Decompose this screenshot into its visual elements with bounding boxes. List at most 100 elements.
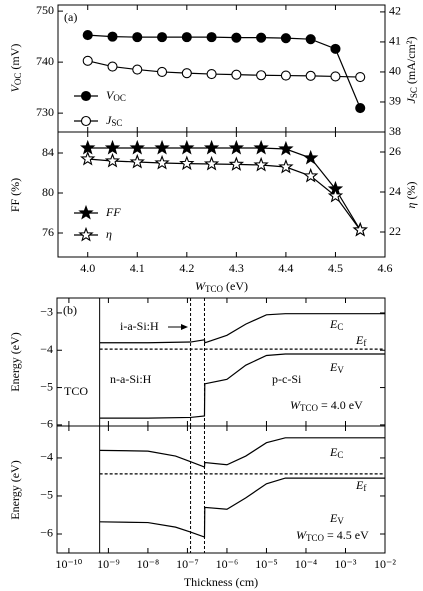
marker [179,155,195,171]
marker [154,139,170,155]
marker [278,140,294,156]
panel-label: (b) [63,303,77,317]
y-tick-label: −6 [40,526,53,540]
y-axis-label-sub: OC [13,73,23,86]
y-tick-label: −3 [40,305,53,319]
x-axis-label: WTCO (eV) [195,279,248,294]
curve-label-main: E [329,445,338,459]
curve-label: Ef [355,478,366,493]
marker [129,153,145,169]
marker [256,32,267,43]
x-tick-label: 4.2 [179,261,194,275]
legend-label-sub: SC [111,118,122,128]
x-tick-label: 10⁻⁶ [216,557,239,571]
y2-axis-label-main: J [404,97,418,103]
curve-label: EC [329,317,343,332]
legend-label-sub: OC [113,93,126,103]
curve-label: EV [329,511,344,526]
condition-label: WTCO = 4.0 eV [290,398,363,413]
y2-tick-label: 42 [389,4,401,18]
y-tick-label: 740 [36,54,54,68]
y-tick-label: −4 [40,450,53,464]
condition-label-sub: TCO [306,533,325,543]
x-axis-label-sub: TCO [205,284,224,294]
y-axis-label-main: V [8,83,22,92]
marker [305,34,316,45]
marker [305,70,316,81]
marker [82,30,93,41]
marker [156,66,168,78]
curve-label-main: E [329,360,338,374]
condition-label-tail: = 4.0 eV [318,398,363,412]
legend-label-main: J [106,113,112,127]
legend-marker [80,115,92,127]
curve-label-sub: f [363,338,366,348]
marker [132,64,143,75]
x-tick-label: 10⁻⁹ [97,557,120,571]
marker [206,69,217,80]
marker [327,187,344,203]
x-axis-label-tail: (eV) [223,279,248,293]
y-tick-label: −4 [40,342,53,356]
y-tick-label: 76 [42,225,54,239]
curve-label-sub: V [337,365,344,375]
curve-label-main: E [329,317,338,331]
marker [104,152,121,168]
x-tick-label: 10⁻⁷ [176,557,199,571]
marker [107,61,118,72]
curve-label: Ef [355,333,366,348]
marker [253,156,269,172]
series-line [87,60,361,78]
arrow-head [181,324,188,330]
marker [129,139,145,155]
y-axis-label: Energy (eV) [8,332,22,391]
marker [231,69,242,80]
region-label: i-a-Si:H [120,319,159,333]
series-line [99,437,385,468]
curve-label-main: E [329,511,338,525]
curve-label-main: E [355,333,364,347]
x-tick-label: 10⁻² [374,557,396,571]
y-tick-label: −6 [40,417,53,431]
marker [156,32,168,43]
x-tick-label: 10⁻⁵ [255,557,278,571]
y2-axis-label-sub: SC [409,87,419,98]
legend-label: VOC [106,88,126,103]
marker [231,32,242,43]
marker [355,102,366,114]
y-tick-label: 84 [42,145,54,159]
curve-label-sub: C [337,450,343,460]
y2-tick-label: 38 [389,124,401,138]
series-line [99,313,385,344]
marker [303,167,319,183]
legend-label: JSC [106,113,122,128]
curve-label-sub: V [337,516,344,526]
marker [80,139,96,155]
marker [303,149,319,165]
marker [203,139,220,155]
marker [107,31,118,42]
condition-label-main: W [290,398,301,412]
marker [330,43,341,54]
marker [104,139,121,155]
marker [203,155,220,171]
x-tick-label: 4.1 [130,261,145,275]
series-line [99,353,385,419]
region-label: p-c-Si [272,372,302,386]
plot-frame [57,131,386,258]
legend-label-main: η [106,227,112,241]
marker [330,71,341,82]
x-tick-label: 10⁻¹⁰ [56,557,83,571]
marker [256,70,267,81]
y-axis-label: Energy (eV) [8,460,22,519]
marker [278,158,294,174]
x-tick-label: 4.5 [328,261,343,275]
marker [154,154,170,170]
y2-tick-label: 41 [389,34,401,48]
y2-axis-label-tail: (%) [404,182,418,203]
marker [355,72,366,83]
y-tick-label: 80 [42,185,54,199]
series-line [87,34,361,109]
series-line [99,477,385,538]
y2-axis-label: η (%) [404,182,418,209]
